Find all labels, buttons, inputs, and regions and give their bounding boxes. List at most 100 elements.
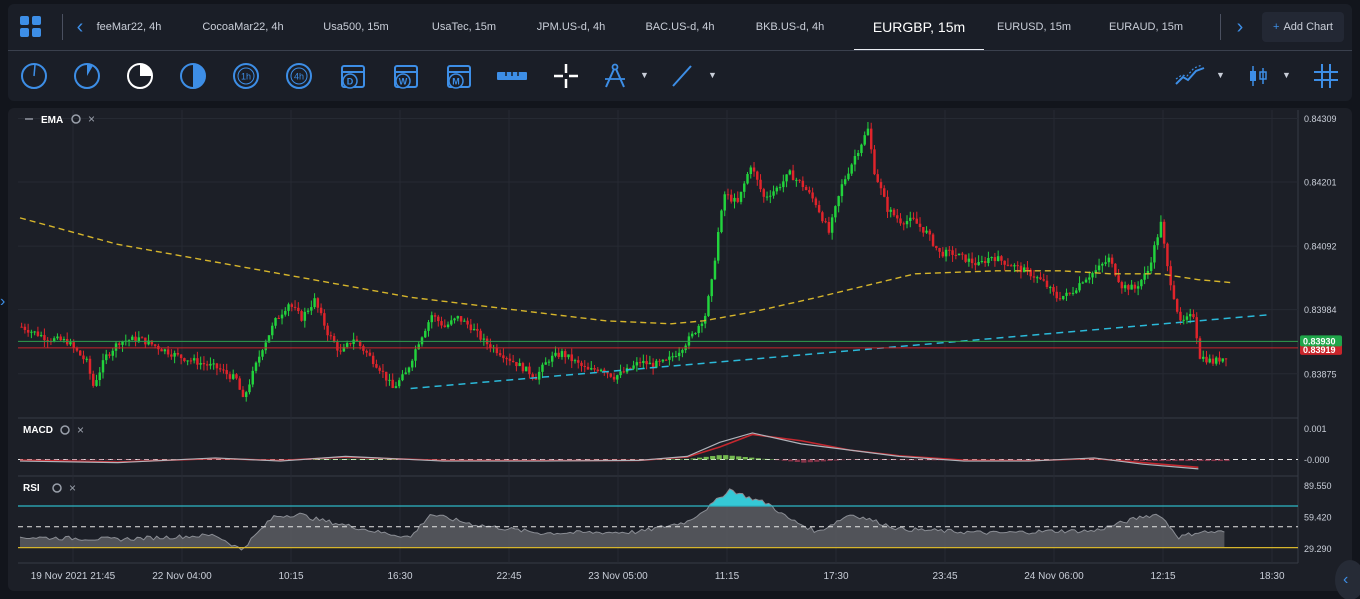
close-icon: × [69, 481, 76, 495]
candle-body [153, 344, 157, 346]
ruler-icon[interactable] [496, 62, 528, 90]
candle-body [306, 310, 310, 312]
candle-body [82, 355, 85, 360]
candle-body [1071, 292, 1075, 294]
candle-body [1065, 292, 1068, 296]
macd-histogram-bar [1133, 459, 1139, 461]
macd-histogram-bar [319, 459, 325, 460]
candle-body [33, 331, 36, 333]
macd-histogram-bar [729, 455, 735, 460]
candle-body [1032, 276, 1036, 278]
macd-histogram-bar [482, 459, 488, 460]
candle-body [420, 337, 424, 345]
candle-body [957, 253, 961, 256]
candle-body [1202, 356, 1205, 359]
grid-icon[interactable] [1312, 62, 1340, 90]
candle-body [215, 363, 219, 369]
candle-body [95, 380, 98, 386]
candle-body [332, 336, 336, 343]
candle-body [264, 342, 267, 351]
chevron-down-icon[interactable]: ▼ [640, 70, 649, 80]
clock-1m-icon[interactable] [20, 62, 48, 90]
tabs-scroll-right-icon[interactable]: › [1236, 16, 1244, 38]
chevron-down-icon[interactable]: ▼ [1282, 70, 1291, 80]
candle-body [1208, 358, 1211, 363]
candle-body [1068, 292, 1071, 294]
candle-body [850, 164, 853, 174]
macd-histogram-bar [781, 459, 787, 461]
tabs-scroll-left-icon[interactable]: ‹ [76, 16, 84, 38]
candle-body [349, 343, 352, 345]
candle-body [720, 210, 723, 233]
tab-0[interactable]: feeMar22, 4h [96, 21, 162, 33]
candle-body [202, 362, 206, 365]
tab-7-active[interactable]: EURGBP, 15m [854, 4, 984, 51]
candle-body [905, 220, 909, 225]
candle-body [668, 356, 671, 360]
macd-histogram-bar [352, 458, 358, 460]
candle-body [440, 321, 443, 326]
macd-histogram-bar [1217, 459, 1224, 462]
candle-body [856, 152, 860, 157]
candle-body [1123, 285, 1127, 289]
candle-body [733, 197, 736, 202]
candle-body [1026, 267, 1029, 270]
calendar-week-icon[interactable]: W [392, 62, 420, 90]
side-panel-toggle-icon[interactable]: › [0, 293, 6, 310]
close-icon: × [77, 423, 84, 437]
clock-30m-icon[interactable] [179, 62, 207, 90]
candle-body [1097, 265, 1101, 271]
rsi-line [19, 488, 1225, 551]
calendar-month-icon[interactable]: M [445, 62, 473, 90]
candle-body [111, 350, 114, 356]
chevron-down-icon[interactable]: ▼ [1216, 70, 1225, 80]
crosshair-icon[interactable] [552, 62, 580, 90]
candle-body [511, 360, 515, 362]
candle-body [1035, 277, 1039, 279]
clock-15m-icon[interactable] [126, 62, 154, 90]
macd-histogram-bar [495, 459, 501, 460]
add-chart-button[interactable]: + Add Chart [1262, 12, 1344, 42]
candle-body [137, 337, 141, 342]
chevron-down-icon[interactable]: ▼ [708, 70, 717, 80]
calendar-day-icon[interactable]: D [339, 62, 367, 90]
candle-body [759, 179, 762, 190]
tab-8[interactable]: EURUSD, 15m [997, 21, 1071, 33]
tab-9[interactable]: EURAUD, 15m [1109, 21, 1183, 33]
badge-month: M [452, 77, 460, 87]
clock-1h-icon[interactable]: 1h [232, 62, 260, 90]
candlestick-icon[interactable] [1244, 62, 1272, 90]
chart-canvas[interactable]: EMA × MACD × RSI × 0.84309 0.84201 0.84092… [8, 108, 1352, 591]
indicators-icon[interactable] [1174, 62, 1206, 90]
collapse-panel-icon[interactable]: ‹ [1335, 560, 1360, 599]
macd-histogram-bar [892, 459, 898, 461]
badge-4h: 4h [294, 72, 304, 82]
tab-4[interactable]: JPM.US-d, 4h [536, 21, 606, 33]
candle-body [192, 358, 196, 361]
candle-body [743, 183, 746, 192]
layout-grid-icon[interactable] [20, 16, 42, 38]
tab-5[interactable]: BAC.US-d, 4h [645, 21, 715, 33]
candle-body [782, 181, 785, 188]
macd-histogram-bar [768, 459, 774, 460]
candle-body [524, 366, 528, 372]
candle-body [697, 325, 700, 334]
compass-icon[interactable] [601, 62, 629, 90]
clock-4h-icon[interactable]: 4h [285, 62, 313, 90]
candle-body [746, 174, 749, 184]
tab-2[interactable]: Usa500, 15m [323, 21, 389, 33]
candle-body [222, 369, 225, 371]
candle-body [228, 374, 232, 379]
tab-1[interactable]: CocoaMar22, 4h [202, 21, 284, 33]
candle-body [788, 170, 792, 175]
line-tool-icon[interactable] [668, 62, 696, 90]
candle-body [703, 315, 707, 324]
tab-3[interactable]: UsaTec, 15m [431, 21, 497, 33]
candle-body [970, 258, 974, 264]
macd-histogram-bar [579, 459, 586, 460]
tab-6[interactable]: BKB.US-d, 4h [755, 21, 825, 33]
macd-histogram-bar [742, 457, 748, 460]
macd-histogram-bar [853, 459, 859, 460]
clock-5m-icon[interactable] [73, 62, 101, 90]
candle-body [847, 173, 850, 180]
